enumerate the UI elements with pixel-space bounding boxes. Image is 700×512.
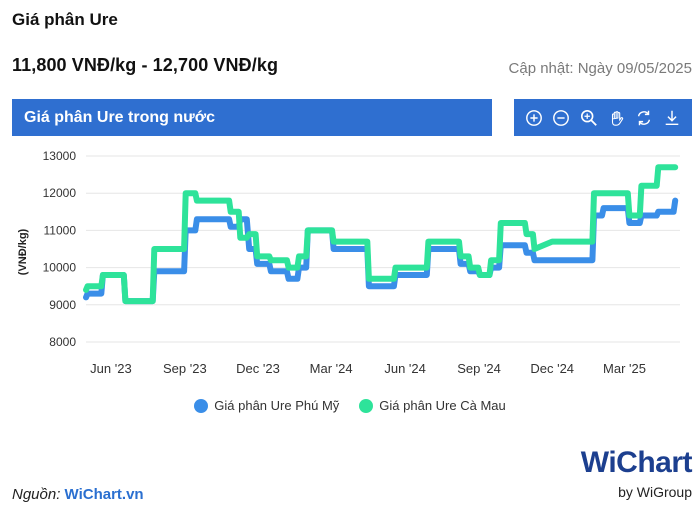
download-icon[interactable] xyxy=(662,108,682,128)
y-tick-label: 13000 xyxy=(43,149,77,163)
reset-icon[interactable] xyxy=(634,108,654,128)
series-line-ca-mau[interactable] xyxy=(83,164,679,305)
chart-toolbar xyxy=(514,99,692,136)
x-tick-label: Mar '25 xyxy=(603,361,646,376)
source-link[interactable]: WiChart.vn xyxy=(64,486,144,503)
brand-name: WiChart xyxy=(580,446,693,479)
price-range: 11,800 VNĐ/kg - 12,700 VNĐ/kg xyxy=(12,55,279,75)
x-tick-label: Sep '24 xyxy=(457,361,501,376)
x-tick-label: Jun '23 xyxy=(90,361,132,376)
legend-item-ca-mau[interactable]: Giá phân Ure Cà Mau xyxy=(359,398,506,413)
legend-dot-icon xyxy=(194,398,209,413)
y-tick-label: 8000 xyxy=(49,335,76,349)
source-note: Nguồn: WiChart.vn xyxy=(12,486,144,503)
y-tick-label: 12000 xyxy=(43,186,77,200)
magnify-icon[interactable] xyxy=(579,108,599,128)
legend-label: Giá phân Ure Cà Mau xyxy=(379,398,506,413)
y-tick-label: 10000 xyxy=(43,261,77,275)
brand-byline: by WiGroup xyxy=(618,484,692,500)
legend-item-phu-my[interactable]: Giá phân Ure Phú Mỹ xyxy=(194,398,339,413)
source-label: Nguồn: xyxy=(12,486,61,503)
x-tick-label: Sep '23 xyxy=(163,361,207,376)
y-tick-label: 9000 xyxy=(49,298,76,312)
legend-label: Giá phân Ure Phú Mỹ xyxy=(214,398,340,413)
legend-dot-icon xyxy=(359,398,374,413)
y-tick-label: 11000 xyxy=(44,223,77,237)
y-axis-label: (VNĐ/kg) xyxy=(17,228,29,275)
zoom-in-icon[interactable] xyxy=(524,108,544,128)
chart-panel-title: Giá phân Ure trong nước xyxy=(12,99,492,136)
x-tick-label: Jun '24 xyxy=(384,361,426,376)
x-tick-label: Dec '24 xyxy=(530,361,574,376)
update-date: Cập nhật: Ngày 09/05/2025 xyxy=(508,60,692,77)
page-title: Giá phân Ure xyxy=(12,10,118,29)
x-tick-label: Dec '23 xyxy=(236,361,280,376)
zoom-out-icon[interactable] xyxy=(551,108,571,128)
x-tick-label: Mar '24 xyxy=(310,361,353,376)
chart-legend: Giá phân Ure Phú Mỹ Giá phân Ure Cà Mau xyxy=(0,398,700,413)
brand-logo: WiChart by WiGroup xyxy=(572,446,693,504)
pan-hand-icon[interactable] xyxy=(607,108,627,128)
price-line-chart[interactable]: 8000 9000 10000 11000 12000 13000 Jun '23 Sep … xyxy=(0,136,700,392)
